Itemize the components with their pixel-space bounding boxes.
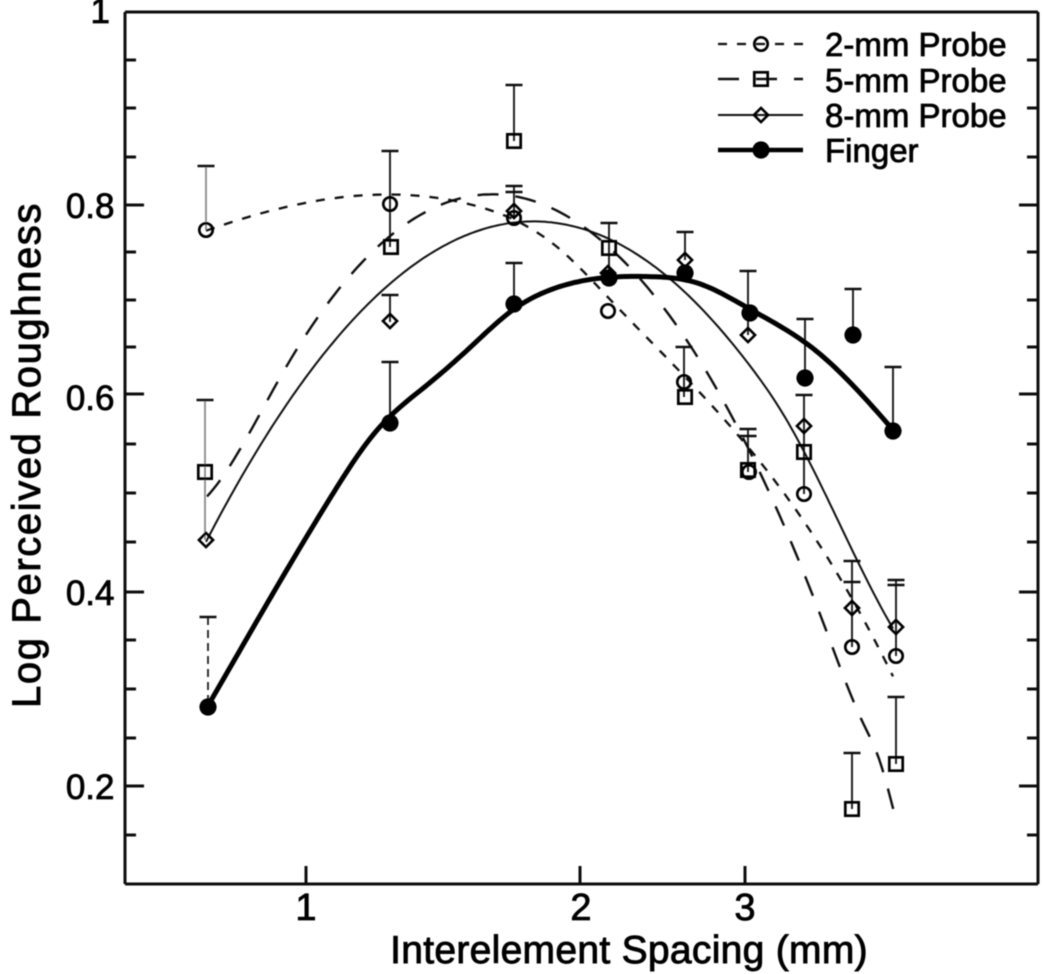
svg-text:Finger: Finger bbox=[825, 132, 919, 169]
svg-text:1: 1 bbox=[295, 887, 316, 929]
svg-text:0.2: 0.2 bbox=[66, 768, 115, 807]
svg-text:2: 2 bbox=[570, 887, 591, 929]
svg-text:Log Perceived Roughness: Log Perceived Roughness bbox=[5, 202, 49, 708]
svg-text:8-mm Probe: 8-mm Probe bbox=[825, 97, 1007, 134]
svg-text:2-mm Probe: 2-mm Probe bbox=[825, 26, 1007, 63]
svg-text:0.4: 0.4 bbox=[66, 574, 115, 613]
svg-text:1: 1 bbox=[91, 0, 110, 31]
svg-text:3: 3 bbox=[734, 887, 755, 929]
svg-text:Interelement Spacing (mm): Interelement Spacing (mm) bbox=[390, 929, 868, 972]
svg-text:5-mm Probe: 5-mm Probe bbox=[825, 62, 1007, 99]
svg-text:0.8: 0.8 bbox=[66, 187, 115, 226]
svg-text:0.6: 0.6 bbox=[66, 379, 115, 418]
